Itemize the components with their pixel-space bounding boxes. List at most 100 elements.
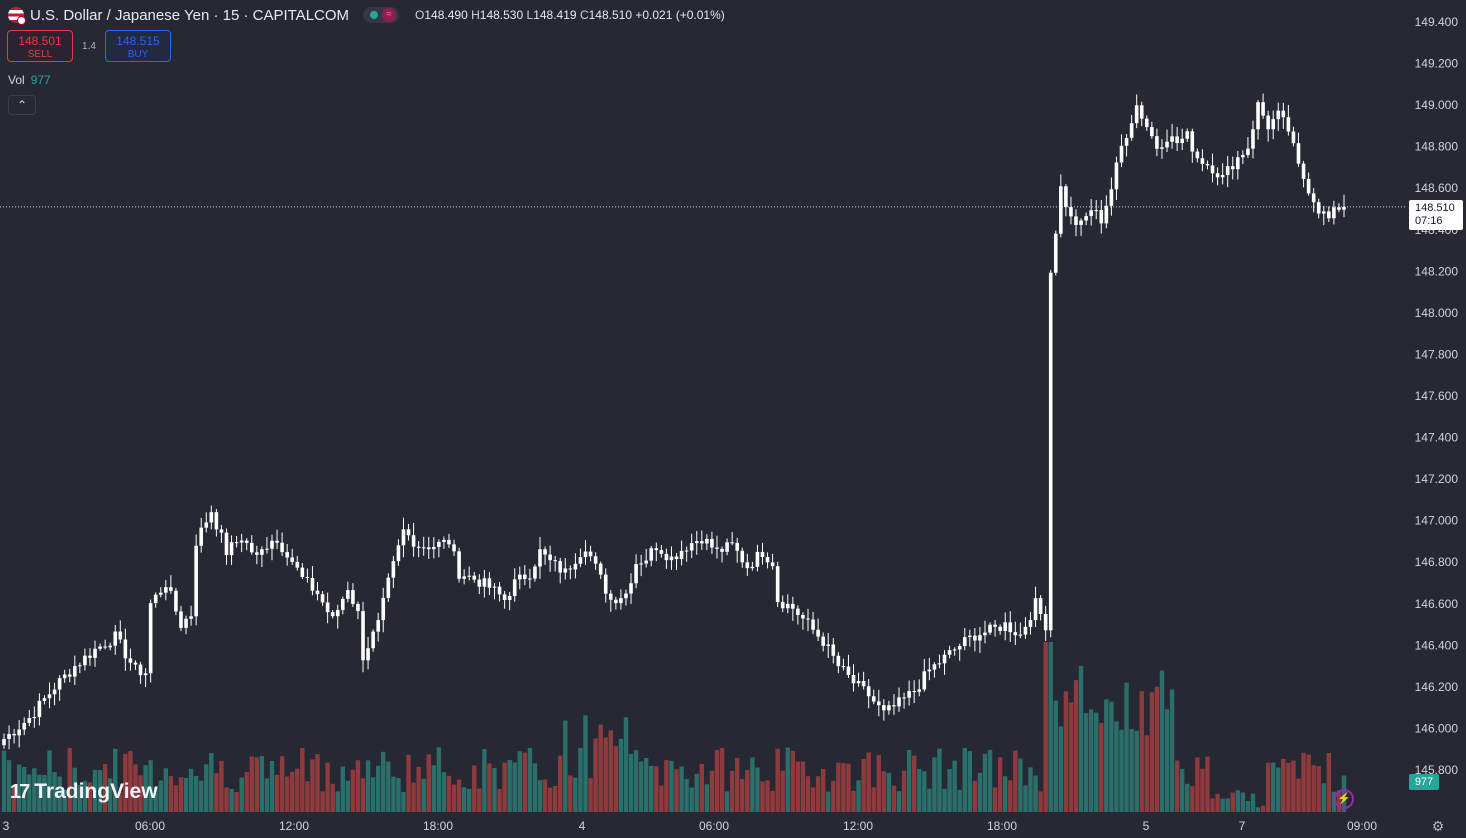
lightning-icon[interactable]: ⚡ [1334, 789, 1354, 809]
candle-body [1053, 233, 1058, 273]
volume-bar [512, 762, 517, 812]
candle-body [12, 733, 16, 736]
candle-body [1286, 117, 1291, 132]
volume-bar [290, 771, 295, 812]
volume-bar [992, 787, 998, 812]
candle-body [1033, 598, 1038, 621]
candle-body [983, 632, 987, 636]
volume-bar [795, 761, 801, 812]
volume-bar [1078, 665, 1084, 812]
candle-body [270, 540, 274, 549]
volume-legend[interactable]: Vol 977 [8, 73, 51, 87]
candle-body [765, 557, 770, 563]
candle-body [214, 512, 219, 530]
price-tick-label: 146.000 [1415, 721, 1459, 735]
volume-bar [173, 785, 179, 812]
volume-bar [684, 778, 689, 812]
candle-body [1008, 622, 1013, 633]
candle-body [169, 587, 173, 591]
market-status[interactable]: ≈ [363, 7, 400, 23]
candle-body [912, 691, 916, 693]
candle-body [305, 577, 310, 579]
tradingview-logo[interactable]: 17 TradingView [10, 780, 158, 804]
candle-body [654, 548, 659, 551]
sell-label: SELL [27, 49, 53, 60]
candle-body [138, 664, 143, 676]
candle-body [255, 552, 259, 555]
candle-body [78, 665, 82, 667]
candle-body [1124, 137, 1129, 146]
candlesticks [2, 93, 1346, 750]
volume-bar [350, 769, 356, 812]
candle-body [411, 535, 416, 547]
volume-bar [27, 774, 32, 812]
candle-body [462, 576, 466, 579]
price-axis[interactable]: 149.400149.200149.000148.800148.600148.4… [1415, 15, 1459, 777]
candle-body [1261, 102, 1265, 116]
candle-body [548, 554, 552, 561]
candle-body [265, 548, 269, 550]
candle-body [856, 681, 861, 684]
price-tick-label: 146.600 [1415, 597, 1459, 611]
volume-bar [97, 770, 103, 812]
volume-bar [32, 768, 37, 812]
volume-bar [552, 785, 558, 812]
volume-bar [1104, 699, 1109, 812]
volume-bar [871, 787, 876, 812]
candle-body [330, 612, 335, 617]
candle-body [174, 590, 178, 612]
candle-body [755, 551, 760, 567]
volume-bar [487, 763, 492, 812]
candle-body [62, 674, 67, 679]
candle-body [67, 674, 72, 677]
high-value: 148.530 [479, 8, 524, 22]
candle-body [1165, 141, 1169, 148]
gear-icon[interactable]: ⚙ [1431, 818, 1445, 834]
volume-bar [123, 753, 128, 812]
candle-body [689, 543, 694, 551]
candle-body [1023, 626, 1028, 635]
volume-bar [1286, 762, 1291, 812]
candle-body [1230, 166, 1235, 170]
candle-body [356, 603, 360, 612]
candle-body [588, 551, 593, 557]
volume-bar [1220, 798, 1225, 812]
volume-bar [234, 791, 239, 812]
time-tick-label: 12:00 [279, 819, 309, 833]
volume-bar [891, 785, 897, 812]
candle-body [816, 629, 820, 637]
volume-bar [780, 770, 785, 812]
symbol-legend[interactable]: U.S. Dollar / Japanese Yen · 15 · CAPITA… [8, 6, 725, 25]
sell-button[interactable]: 148.501 SELL [7, 30, 73, 62]
price-tick-label: 148.200 [1415, 264, 1459, 278]
candle-body [978, 635, 982, 641]
candle-body [1129, 123, 1134, 138]
buy-button[interactable]: 148.515 BUY [105, 30, 171, 62]
volume-bar [669, 760, 674, 812]
volume-bar [1094, 712, 1099, 812]
symbol-title[interactable]: U.S. Dollar / Japanese Yen · 15 · CAPITA… [30, 6, 350, 24]
candle-body [452, 544, 456, 552]
candle-body [568, 568, 573, 570]
candle-body [533, 566, 537, 579]
candle-body [52, 689, 57, 695]
volume-bar [451, 784, 457, 812]
volume-bar [269, 760, 275, 812]
volume-bar [163, 768, 169, 812]
volume-bar [1316, 766, 1321, 812]
candle-body [1337, 207, 1341, 210]
time-axis[interactable]: 3 06:00 12:00 18:00 4 06:00 12:00 18:00 5 7 09:00 [3, 819, 1378, 833]
candle-body [103, 646, 107, 648]
time-tick-label: 4 [579, 819, 586, 833]
volume-bar [441, 772, 447, 812]
candle-body [694, 541, 699, 544]
candle-body [937, 663, 942, 665]
candle-body [381, 597, 386, 621]
candle-body [209, 512, 214, 523]
volume-bar [750, 757, 755, 812]
candle-body [1155, 136, 1159, 149]
candle-body [335, 609, 340, 617]
collapse-legend-button[interactable]: ⌃ [8, 95, 36, 115]
candle-body [710, 538, 714, 548]
